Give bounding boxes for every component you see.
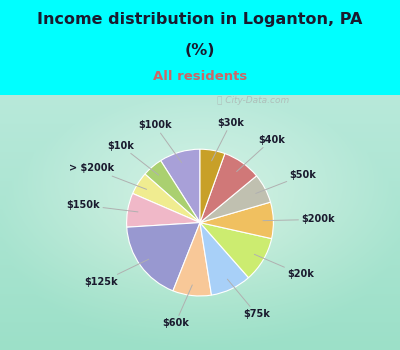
Text: $10k: $10k	[107, 141, 159, 175]
Text: $150k: $150k	[67, 200, 138, 212]
Text: (%): (%)	[185, 43, 215, 58]
Wedge shape	[200, 176, 270, 223]
Text: $125k: $125k	[84, 259, 149, 287]
Text: > $200k: > $200k	[69, 163, 147, 189]
Text: $30k: $30k	[212, 118, 244, 161]
Text: $50k: $50k	[256, 170, 316, 194]
Wedge shape	[200, 149, 225, 223]
Wedge shape	[200, 202, 273, 239]
Wedge shape	[200, 154, 256, 223]
Text: ⓘ City-Data.com: ⓘ City-Data.com	[217, 96, 289, 105]
Text: $75k: $75k	[227, 279, 270, 319]
Wedge shape	[133, 174, 200, 223]
Wedge shape	[173, 223, 212, 296]
Wedge shape	[127, 194, 200, 227]
Text: $200k: $200k	[263, 215, 335, 224]
Text: $60k: $60k	[162, 285, 192, 328]
Wedge shape	[161, 149, 200, 223]
Text: $40k: $40k	[237, 135, 285, 172]
Wedge shape	[200, 223, 272, 278]
Text: Income distribution in Loganton, PA: Income distribution in Loganton, PA	[37, 12, 363, 27]
Text: $100k: $100k	[138, 120, 182, 162]
Wedge shape	[145, 161, 200, 223]
Wedge shape	[127, 223, 200, 291]
Text: $20k: $20k	[254, 254, 314, 279]
Text: All residents: All residents	[153, 70, 247, 83]
Wedge shape	[200, 223, 248, 295]
